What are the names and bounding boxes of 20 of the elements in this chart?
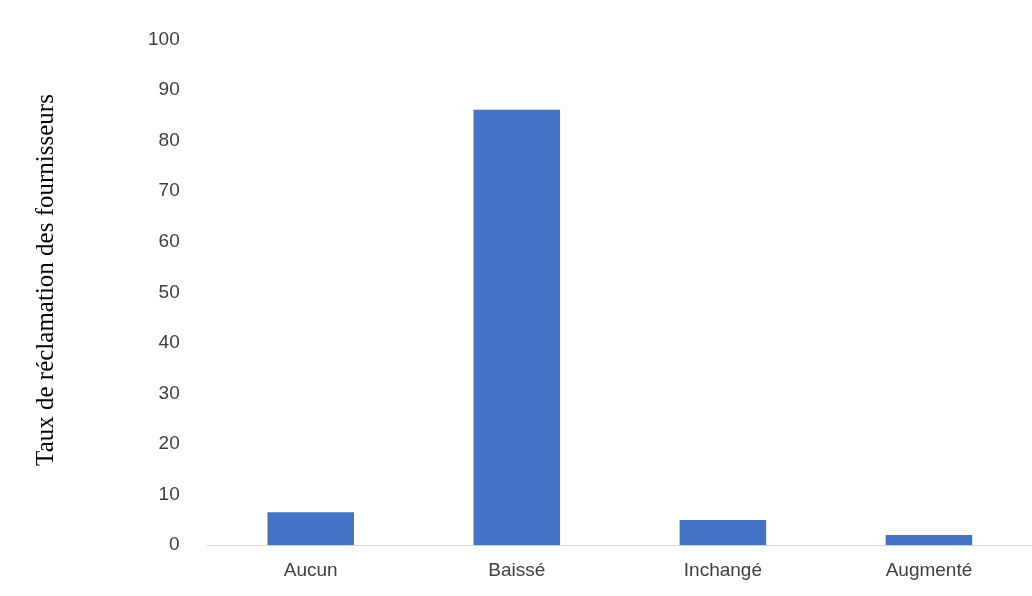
y-axis-title: Taux de réclamation des fournisseurs (30, 93, 60, 468)
y-tick-label: 30 (158, 381, 180, 403)
bar (267, 512, 355, 546)
y-tick-label: 50 (158, 280, 180, 302)
bar (473, 109, 561, 546)
y-tick-label: 20 (158, 432, 180, 454)
x-tick-label: Baissé (488, 558, 546, 580)
y-tick-label: 40 (158, 331, 180, 353)
y-tick-label: 80 (158, 128, 180, 150)
x-tick-label: Aucun (283, 558, 338, 580)
bar (679, 519, 767, 546)
y-tick-label: 0 (169, 533, 180, 555)
y-tick-label: 100 (148, 27, 180, 49)
x-tick-label: Augmenté (885, 558, 973, 580)
x-tick-label: Inchangé (683, 558, 762, 580)
bar (885, 535, 973, 546)
y-tick-label: 60 (158, 229, 180, 251)
y-tick-label: 70 (158, 179, 180, 201)
y-tick-label: 90 (158, 78, 180, 100)
y-tick-label: 10 (158, 482, 180, 504)
